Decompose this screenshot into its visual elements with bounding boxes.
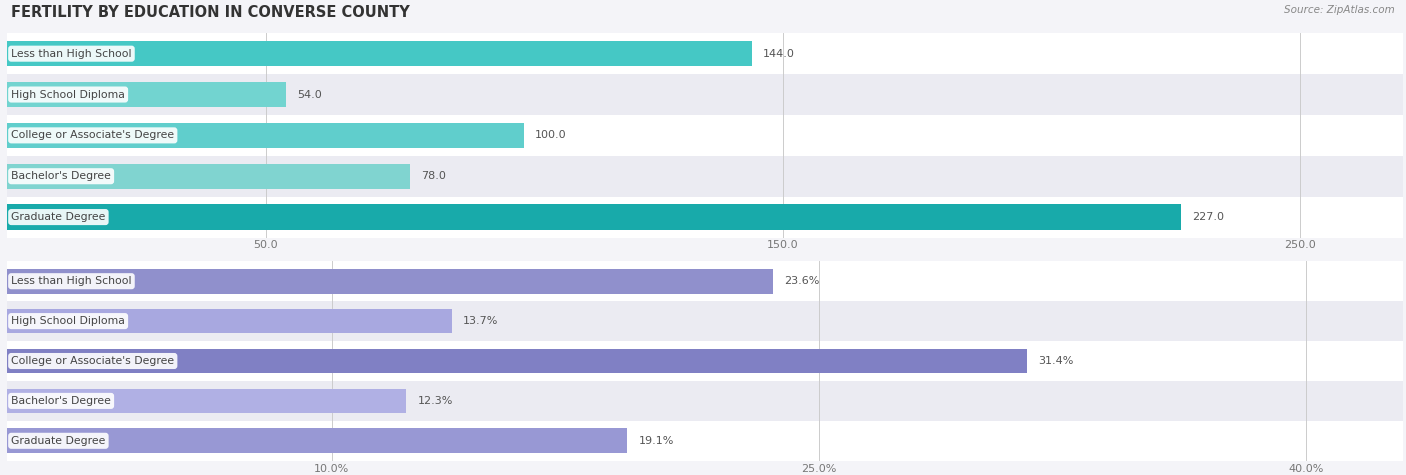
Text: 12.3%: 12.3% bbox=[418, 396, 453, 406]
Bar bbox=[7, 389, 406, 413]
Bar bbox=[7, 301, 1403, 341]
Text: 23.6%: 23.6% bbox=[785, 276, 820, 286]
Bar bbox=[7, 341, 1403, 381]
Bar bbox=[7, 309, 451, 333]
Bar bbox=[7, 204, 1181, 230]
Bar bbox=[7, 33, 1403, 74]
Bar bbox=[7, 156, 1403, 197]
Bar bbox=[7, 82, 287, 107]
Text: Less than High School: Less than High School bbox=[11, 276, 132, 286]
Text: 54.0: 54.0 bbox=[298, 89, 322, 100]
Text: 13.7%: 13.7% bbox=[463, 316, 498, 326]
Text: 227.0: 227.0 bbox=[1192, 212, 1225, 222]
Bar bbox=[7, 381, 1403, 421]
Bar bbox=[7, 41, 752, 66]
Bar bbox=[7, 115, 1403, 156]
Text: Graduate Degree: Graduate Degree bbox=[11, 212, 105, 222]
Text: FERTILITY BY EDUCATION IN CONVERSE COUNTY: FERTILITY BY EDUCATION IN CONVERSE COUNT… bbox=[11, 5, 411, 20]
Text: Graduate Degree: Graduate Degree bbox=[11, 436, 105, 446]
Text: Bachelor's Degree: Bachelor's Degree bbox=[11, 396, 111, 406]
Text: Bachelor's Degree: Bachelor's Degree bbox=[11, 171, 111, 181]
Bar bbox=[7, 428, 627, 453]
Text: 144.0: 144.0 bbox=[763, 48, 794, 59]
Text: High School Diploma: High School Diploma bbox=[11, 89, 125, 100]
Text: Source: ZipAtlas.com: Source: ZipAtlas.com bbox=[1284, 5, 1395, 15]
Bar bbox=[7, 261, 1403, 301]
Text: 100.0: 100.0 bbox=[536, 130, 567, 141]
Bar bbox=[7, 349, 1026, 373]
Text: College or Associate's Degree: College or Associate's Degree bbox=[11, 356, 174, 366]
Text: High School Diploma: High School Diploma bbox=[11, 316, 125, 326]
Bar bbox=[7, 123, 524, 148]
Bar bbox=[7, 163, 411, 189]
Bar bbox=[7, 269, 773, 294]
Text: 19.1%: 19.1% bbox=[638, 436, 673, 446]
Text: 31.4%: 31.4% bbox=[1038, 356, 1073, 366]
Text: Less than High School: Less than High School bbox=[11, 48, 132, 59]
Text: 78.0: 78.0 bbox=[422, 171, 447, 181]
Bar bbox=[7, 74, 1403, 115]
Text: College or Associate's Degree: College or Associate's Degree bbox=[11, 130, 174, 141]
Bar bbox=[7, 197, 1403, 238]
Bar bbox=[7, 421, 1403, 461]
